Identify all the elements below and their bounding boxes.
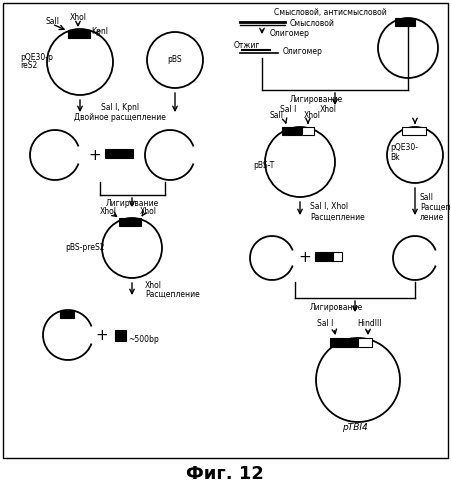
Bar: [119, 218, 141, 226]
Text: Расщепление: Расщепление: [145, 290, 200, 298]
Text: Двойное расщепление: Двойное расщепление: [74, 114, 166, 122]
Bar: [395, 18, 415, 26]
Text: pQE30-: pQE30-: [390, 144, 418, 152]
Bar: [105, 149, 133, 158]
Bar: [333, 252, 342, 261]
Text: Расщепление: Расщепление: [310, 212, 365, 222]
Text: Смысловой: Смысловой: [290, 18, 335, 28]
Text: +: +: [299, 250, 311, 266]
Bar: [115, 330, 126, 341]
Text: XhoI: XhoI: [304, 112, 321, 120]
Text: Лигирование: Лигирование: [290, 96, 343, 104]
Text: pBS-preS2: pBS-preS2: [65, 244, 105, 252]
Text: Фиг. 12: Фиг. 12: [186, 465, 264, 483]
Text: Смысловой, антисмысловой: Смысловой, антисмысловой: [274, 8, 387, 16]
Text: SaI I, KpnI: SaI I, KpnI: [101, 104, 139, 112]
Text: XhoI: XhoI: [69, 14, 87, 22]
Bar: [60, 311, 74, 318]
Text: pTBI4: pTBI4: [342, 424, 368, 432]
Text: reS2: reS2: [20, 62, 37, 70]
Text: SalI: SalI: [45, 18, 59, 26]
Text: XhoI: XhoI: [139, 208, 156, 216]
Text: SaI I: SaI I: [280, 104, 296, 114]
Text: SalI: SalI: [420, 192, 434, 202]
Text: SaI I: SaI I: [317, 318, 333, 328]
Text: SalI: SalI: [269, 112, 283, 120]
Text: Лигирование: Лигирование: [310, 304, 363, 312]
Text: ~500bp: ~500bp: [128, 336, 159, 344]
Text: pBS: pBS: [168, 56, 182, 64]
Text: XhoI: XhoI: [100, 208, 116, 216]
Bar: [68, 30, 90, 38]
Bar: [302, 127, 314, 135]
Text: pQE30-p: pQE30-p: [20, 54, 53, 62]
Text: Лигирование: Лигирование: [106, 198, 159, 207]
Text: +: +: [96, 328, 108, 342]
Text: pBS-T: pBS-T: [253, 160, 274, 170]
Text: SaI I, XhoI: SaI I, XhoI: [310, 202, 348, 211]
Bar: [358, 338, 372, 347]
Text: KpnI: KpnI: [92, 28, 109, 36]
Bar: [282, 127, 302, 135]
Text: ление: ление: [420, 212, 444, 222]
Text: Олигомер: Олигомер: [283, 46, 323, 56]
Text: XhoI: XhoI: [145, 280, 162, 289]
Bar: [402, 127, 426, 135]
Bar: [330, 338, 358, 347]
Text: +: +: [89, 148, 101, 162]
Text: Расщеп-: Расщеп-: [420, 202, 451, 211]
Text: Bk: Bk: [390, 154, 400, 162]
Text: Отжиг: Отжиг: [234, 40, 261, 50]
Text: HindIII: HindIII: [358, 318, 382, 328]
Text: XhoI: XhoI: [320, 104, 337, 114]
Bar: [315, 252, 333, 261]
Text: Олигомер: Олигомер: [270, 28, 310, 38]
